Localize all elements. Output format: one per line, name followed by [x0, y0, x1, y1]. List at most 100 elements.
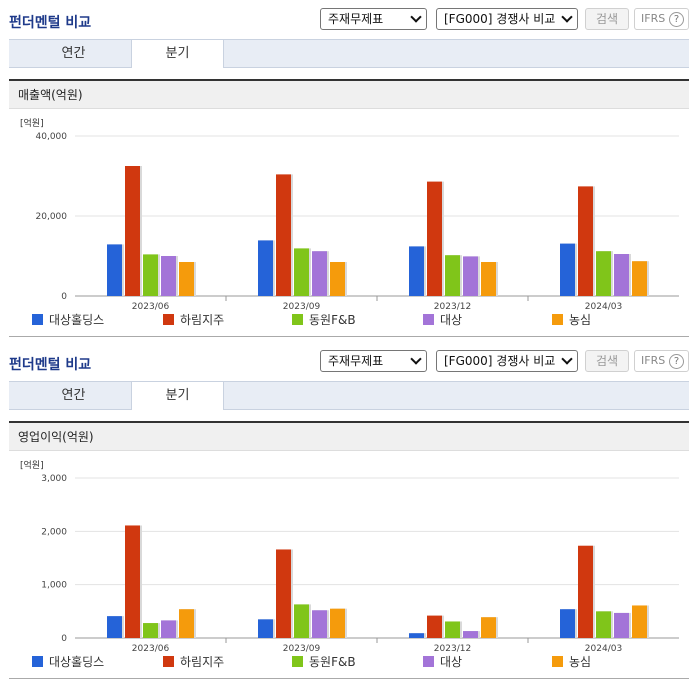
bar — [445, 621, 460, 638]
tab-quarterly[interactable]: 분기 — [131, 40, 224, 68]
bar — [409, 246, 424, 296]
panel-title: 펀더멘털 비교 — [9, 357, 92, 373]
bar — [463, 256, 478, 296]
legend-swatch — [423, 656, 434, 667]
x-tick-label: 2023/06 — [132, 644, 170, 652]
y-tick-label: 0 — [61, 634, 67, 644]
x-tick-label: 2023/06 — [132, 302, 170, 310]
legend-label: 농심 — [569, 655, 592, 669]
ifrs-label: IFRS — [641, 12, 666, 25]
panel-revenue: 펀더멘털 비교 주재무제표 [FG000] 경쟁사 비교 검색 IFRS ? 연… — [9, 8, 689, 337]
report-type-select[interactable]: 주재무제표 — [320, 350, 427, 372]
legend-item[interactable]: 대상 — [423, 655, 462, 669]
search-button[interactable]: 검색 — [585, 350, 629, 372]
bar — [276, 549, 291, 638]
bar — [312, 251, 327, 296]
legend-item[interactable]: 하림지주 — [163, 655, 224, 669]
x-tick-label: 2023/09 — [283, 644, 321, 652]
legend-item[interactable]: 농심 — [552, 313, 591, 327]
bar — [179, 609, 194, 638]
legend-swatch — [163, 314, 174, 325]
bar — [125, 166, 140, 296]
bar — [427, 615, 442, 638]
legend-swatch — [32, 314, 43, 325]
bar — [179, 262, 194, 296]
tab-annual[interactable]: 연간 — [61, 388, 86, 403]
ifrs-label: IFRS — [641, 354, 666, 367]
legend-item[interactable]: 하림지주 — [163, 313, 224, 327]
chevron-down-icon — [410, 11, 422, 23]
legend-label: 대상 — [440, 313, 463, 327]
period-tabs: 연간 분기 — [9, 381, 689, 410]
legend-swatch — [292, 314, 303, 325]
y-unit-label: [억원] — [20, 117, 44, 129]
help-icon[interactable]: ? — [669, 12, 684, 27]
report-type-value: 주재무제표 — [328, 12, 384, 26]
bar — [427, 181, 442, 296]
legend-label: 농심 — [569, 313, 592, 327]
bar — [125, 525, 140, 638]
bar — [463, 631, 478, 638]
bar — [312, 610, 327, 638]
chevron-down-icon — [410, 353, 422, 365]
legend-item[interactable]: 대상홀딩스 — [32, 655, 104, 669]
chart-title: 매출액(억원) — [9, 79, 689, 109]
legend-label: 동원F&B — [309, 655, 356, 669]
legend-item[interactable]: 대상 — [423, 313, 462, 327]
bar — [258, 240, 273, 296]
bar — [409, 633, 424, 638]
legend-item[interactable]: 대상홀딩스 — [32, 313, 104, 327]
y-unit-label: [억원] — [20, 459, 44, 471]
x-tick-label: 2024/03 — [585, 644, 622, 652]
legend-swatch — [552, 314, 563, 325]
bar — [294, 604, 309, 638]
legend-label: 대상홀딩스 — [49, 313, 105, 327]
bar — [596, 611, 611, 638]
legend-label: 대상홀딩스 — [49, 655, 105, 669]
panel-operating-profit: 펀더멘털 비교 주재무제표 [FG000] 경쟁사 비교 검색 IFRS ? 연… — [0, 342, 696, 684]
legend-swatch — [552, 656, 563, 667]
bar — [143, 254, 158, 296]
y-tick-label: 0 — [61, 292, 67, 302]
legend-label: 하림지주 — [180, 655, 225, 669]
revenue-chart: [억원] 0 20,000 40,000 2023/06 2023/09 2023/12 20… — [20, 117, 679, 310]
legend-item[interactable]: 동원F&B — [292, 655, 356, 669]
tab-quarterly[interactable]: 분기 — [131, 382, 224, 410]
compare-select[interactable]: [FG000] 경쟁사 비교 — [436, 8, 578, 30]
bar — [107, 244, 122, 296]
bar — [445, 255, 460, 296]
ifrs-button[interactable]: IFRS ? — [634, 350, 689, 372]
bar — [481, 617, 496, 638]
chevron-down-icon — [561, 11, 573, 23]
x-tick-label: 2023/12 — [434, 644, 471, 652]
bar — [330, 608, 345, 638]
bar — [596, 251, 611, 296]
bar — [143, 623, 158, 638]
bar — [294, 248, 309, 296]
report-type-select[interactable]: 주재무제표 — [320, 8, 427, 30]
bar — [632, 605, 647, 638]
y-tick-label: 1,000 — [41, 581, 67, 591]
y-tick-label: 2,000 — [41, 527, 67, 537]
chart-title: 영업이익(억원) — [9, 421, 689, 451]
operating-profit-chart: [억원] 0 1,000 2,000 3,000 2023/06 2023/09 2023/1… — [20, 459, 679, 652]
bar — [258, 619, 273, 638]
bar — [276, 174, 291, 296]
bar — [614, 612, 629, 638]
search-button[interactable]: 검색 — [585, 8, 629, 30]
legend-swatch — [292, 656, 303, 667]
bar — [578, 186, 593, 296]
help-icon[interactable]: ? — [669, 354, 684, 369]
legend-item[interactable]: 동원F&B — [292, 313, 356, 327]
y-tick-label: 40,000 — [36, 132, 68, 142]
legend-swatch — [423, 314, 434, 325]
legend-swatch — [32, 656, 43, 667]
legend-item[interactable]: 농심 — [552, 655, 591, 669]
compare-select[interactable]: [FG000] 경쟁사 비교 — [436, 350, 578, 372]
x-tick-label: 2023/09 — [283, 302, 321, 310]
ifrs-button[interactable]: IFRS ? — [634, 8, 689, 30]
bar — [614, 254, 629, 296]
bar — [330, 262, 345, 296]
bar — [161, 256, 176, 296]
tab-annual[interactable]: 연간 — [61, 46, 86, 61]
